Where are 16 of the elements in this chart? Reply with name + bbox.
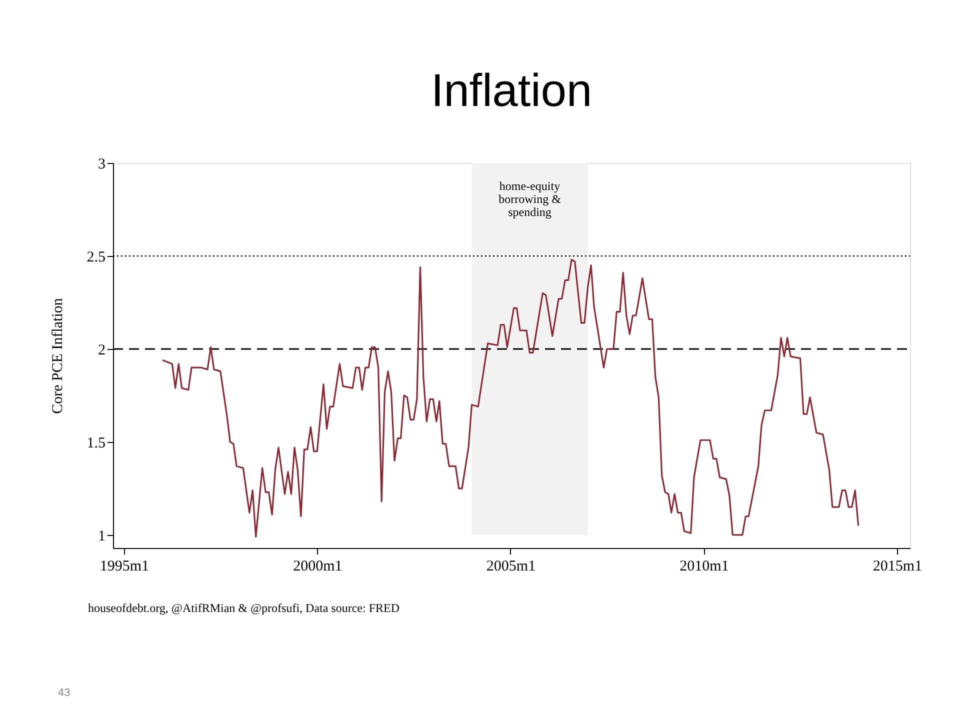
y-tick-label: 1.5 — [86, 435, 106, 452]
y-axis-title: Core PCE Inflation — [50, 298, 66, 414]
line-series — [162, 258, 860, 538]
y-tick-label: 2 — [98, 342, 106, 358]
y-tick-label: 3 — [98, 156, 106, 172]
x-tick-label: 2015m1 — [872, 558, 922, 574]
text: houseofdebt.org, @AtifRMian & @profsufi, Data source: FRED — [88, 601, 400, 615]
text: 43 — [58, 687, 70, 699]
x-tick-label: 2010m1 — [680, 558, 729, 574]
x-tick-label: 2005m1 — [486, 558, 536, 574]
x-tick-label: 1995m1 — [100, 558, 149, 574]
x-tick-label: 2000m1 — [293, 558, 342, 574]
chart-title: Inflation — [430, 64, 592, 116]
y-tick-label: 1 — [98, 528, 106, 544]
band-label: home-equity borrowing & spending — [498, 179, 562, 219]
y-tick-label: 2.5 — [86, 249, 106, 266]
